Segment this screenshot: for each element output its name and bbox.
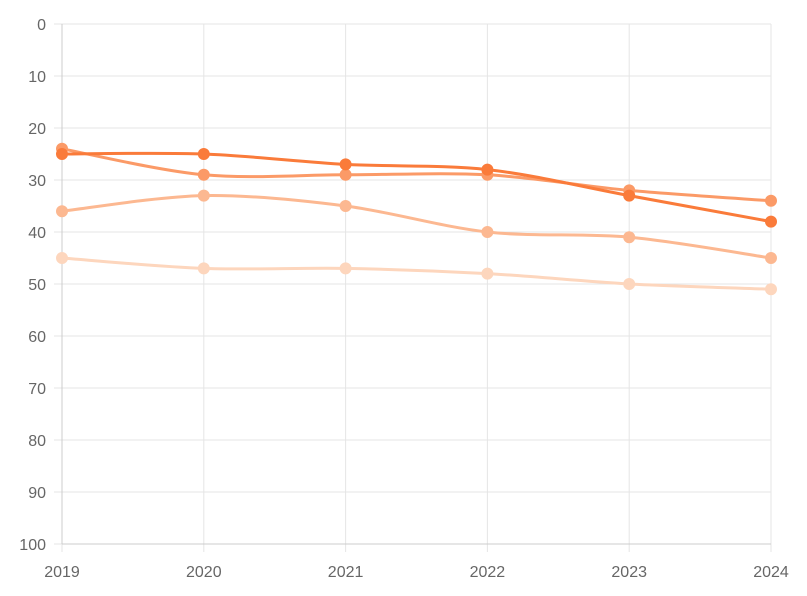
y-tick-label: 40 <box>28 225 46 242</box>
x-tick-label: 2021 <box>328 564 364 581</box>
data-point <box>481 163 494 176</box>
data-point <box>56 252 68 264</box>
x-tick-label: 2020 <box>186 564 222 581</box>
series-1 <box>56 148 777 228</box>
data-point <box>56 205 68 218</box>
data-point <box>339 168 352 181</box>
data-point <box>197 262 210 275</box>
data-point <box>197 148 210 160</box>
x-tick-label: 2024 <box>753 564 789 581</box>
series-line <box>60 194 773 260</box>
data-point <box>56 148 68 160</box>
y-tick-label: 90 <box>28 485 46 502</box>
data-point <box>481 226 494 238</box>
x-tick-label: 2022 <box>470 564 506 581</box>
y-tick-label: 100 <box>19 537 46 554</box>
data-point <box>765 252 777 264</box>
y-tick-label: 80 <box>28 433 46 450</box>
x-tick-label: 2019 <box>44 564 80 581</box>
data-point <box>765 194 777 207</box>
x-tick-label: 2023 <box>611 564 647 581</box>
data-point <box>339 200 352 212</box>
data-point <box>481 267 494 280</box>
grid <box>54 23 772 552</box>
data-point <box>339 158 352 171</box>
x-axis-ticks: 2019 2020 2021 2022 2023 2024 <box>44 564 789 581</box>
y-tick-label: 50 <box>28 277 46 294</box>
y-tick-label: 20 <box>28 121 46 138</box>
data-point <box>765 215 777 228</box>
data-point <box>339 262 352 275</box>
series-line <box>60 151 773 224</box>
series-4 <box>56 252 777 296</box>
y-tick-label: 0 <box>37 17 46 34</box>
series <box>56 142 777 296</box>
data-point <box>765 283 777 296</box>
axes <box>61 24 771 545</box>
data-point <box>623 278 636 290</box>
series-3 <box>56 189 777 264</box>
y-tick-label: 30 <box>28 173 46 190</box>
data-point <box>623 231 636 244</box>
data-point <box>197 189 210 202</box>
y-axis-ticks: 0 10 20 30 40 50 60 70 80 90 100 <box>19 17 46 554</box>
data-point <box>623 189 636 202</box>
y-tick-label: 10 <box>28 69 46 86</box>
series-line <box>60 147 773 203</box>
y-tick-label: 70 <box>28 381 46 398</box>
series-line <box>60 256 773 291</box>
data-point <box>197 168 210 181</box>
y-tick-label: 60 <box>28 329 46 346</box>
